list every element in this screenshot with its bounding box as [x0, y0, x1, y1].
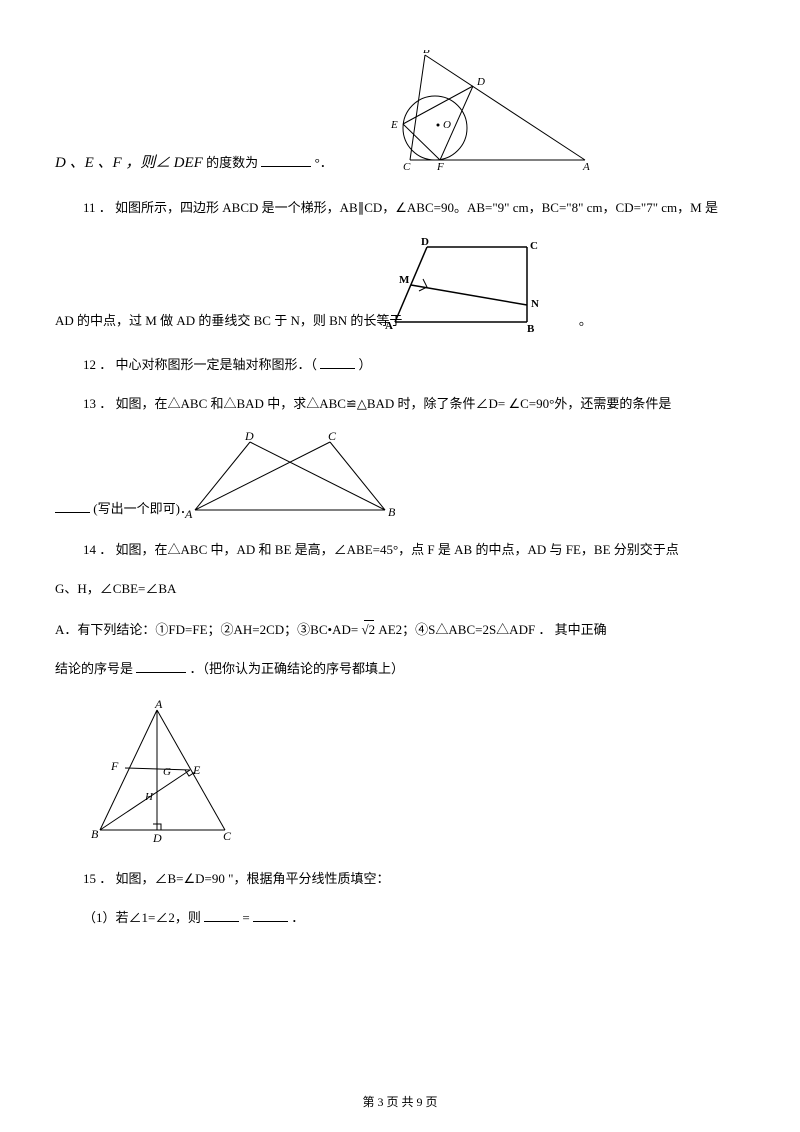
q13-num: 13 ． [83, 396, 116, 411]
q12-num: 12 ． [83, 357, 112, 372]
q14-text4b: ．（把你认为正确结论的序号都填上） [190, 661, 405, 676]
q15-sub1-mid: = [242, 910, 249, 925]
q10-blank[interactable] [261, 153, 311, 167]
label-H14: H [144, 791, 154, 803]
q14-text3b: AE2；④S△ABC=2S△ADF ． 其中正确 [378, 622, 606, 637]
q14-text4a: 结论的序号是 [55, 661, 133, 676]
q14-line4: 结论的序号是 ．（把你认为正确结论的序号都填上） [55, 659, 745, 680]
q12-blank[interactable] [320, 355, 355, 369]
q14-num: 14 ． [83, 542, 116, 557]
label-O: O [443, 119, 451, 131]
label-D11: D [421, 237, 429, 248]
q10-vars: D 、E 、F ，则∠ [55, 155, 170, 171]
label-C11: C [530, 240, 538, 252]
q11-line2: AD 的中点，过 M 做 AD 的垂线交 BC 于 N，则 BN 的长等于 [55, 313, 402, 328]
q15: 15 ． 如图，∠B=∠D=90 "，根据角平分线性质填空： [55, 869, 745, 890]
label-D14: D [152, 831, 162, 845]
label-A: A [582, 161, 590, 170]
q11-text2: AD 的中点，过 M 做 AD 的垂线交 BC 于 N，则 BN 的长等于 。 [55, 311, 592, 332]
q10-def: DEF [174, 155, 203, 171]
page-footer: 第 3 页 共 9 页 [0, 1093, 800, 1112]
q14-text2: G、H，∠CBE=∠BA [55, 581, 176, 596]
q10-row: B D E O C F A D 、E 、F ，则∠ DEF 的度数为 °． [55, 50, 745, 180]
label-F: F [436, 161, 444, 170]
q15-num: 15 ． [83, 871, 112, 886]
label-E14: E [192, 763, 201, 777]
q14-line3: A．有下列结论：①FD=FE；②AH=2CD；③BC•AD= √2 AE2；④S… [55, 620, 745, 641]
q10-text: D 、E 、F ，则∠ DEF 的度数为 °． [55, 151, 333, 175]
q11-num: 11 ． [83, 200, 112, 215]
footer-text: 第 3 页 共 9 页 [362, 1095, 437, 1109]
label-B: B [423, 50, 430, 56]
label-F14: F [110, 759, 119, 773]
q11-suffix: 。 [579, 313, 592, 328]
q14-figure: A F G E H B D C [85, 700, 745, 852]
q10-figure: B D E O C F A [355, 50, 595, 177]
q11-line1: 11 ． 如图所示，四边形 ABCD 是一个梯形，AB∥CD，∠ABC=90。A… [55, 198, 745, 219]
q13-row2: D C A B (写出一个即可)． [55, 432, 745, 522]
q15-sub1: （1）若∠1=∠2，则 = ． [83, 908, 745, 929]
label-G14: G [163, 766, 171, 778]
q15-blank1[interactable] [204, 908, 239, 922]
q13-text2: (写出一个即可)． [55, 499, 193, 520]
label-M11: M [399, 274, 410, 286]
q15-sub1-prefix: （1）若∠1=∠2，则 [83, 910, 201, 925]
q14-line1: 14 ． 如图，在△ABC 中，AD 和 BE 是高，∠ABE=45°，点 F … [55, 540, 745, 561]
q12: 12 ． 中心对称图形一定是轴对称图形．（ ） [55, 355, 745, 376]
label-B13: B [388, 505, 396, 519]
q11-row2: D C M N A B AD 的中点，过 M 做 AD 的垂线交 BC 于 N，… [55, 237, 745, 337]
q12-text: 中心对称图形一定是轴对称图形．（ [116, 357, 318, 372]
q14-text1: 如图，在△ABC 中，AD 和 BE 是高，∠ABE=45°，点 F 是 AB … [116, 542, 679, 557]
q12-suffix: ） [359, 357, 372, 372]
label-B14: B [91, 827, 99, 841]
q10-suffix-text: 的度数为 [206, 155, 258, 170]
q15-sub1-suffix: ． [291, 910, 304, 925]
label-D: D [476, 76, 485, 88]
q13-figure: D C A B [180, 432, 410, 527]
q13-line2: (写出一个即可)． [93, 501, 193, 516]
label-N11: N [531, 298, 539, 310]
q13-blank[interactable] [55, 499, 90, 513]
label-C14: C [223, 829, 232, 843]
q10-unit: °． [315, 155, 333, 170]
q14-line2: G、H，∠CBE=∠BA [55, 579, 745, 600]
label-C13: C [328, 432, 337, 443]
label-D13: D [244, 432, 254, 443]
q14-text3a: A．有下列结论：①FD=FE；②AH=2CD；③BC•AD= [55, 622, 361, 637]
q14-blank[interactable] [136, 659, 186, 673]
label-E: E [390, 119, 398, 131]
q13-text1: 如图，在△ABC 和△BAD 中，求△ABC≌△BAD 时，除了条件∠D= ∠C… [116, 396, 672, 411]
label-A14: A [154, 700, 163, 711]
q15-blank2[interactable] [253, 908, 288, 922]
q15-text: 如图，∠B=∠D=90 "，根据角平分线性质填空： [116, 871, 390, 886]
q11-text1: 如图所示，四边形 ABCD 是一个梯形，AB∥CD，∠ABC=90。AB="9"… [115, 200, 718, 215]
label-C: C [403, 161, 411, 170]
q14-sqrt: √2 [361, 622, 375, 637]
q13-line1: 13 ． 如图，在△ABC 和△BAD 中，求△ABC≌△BAD 时，除了条件∠… [55, 394, 745, 415]
